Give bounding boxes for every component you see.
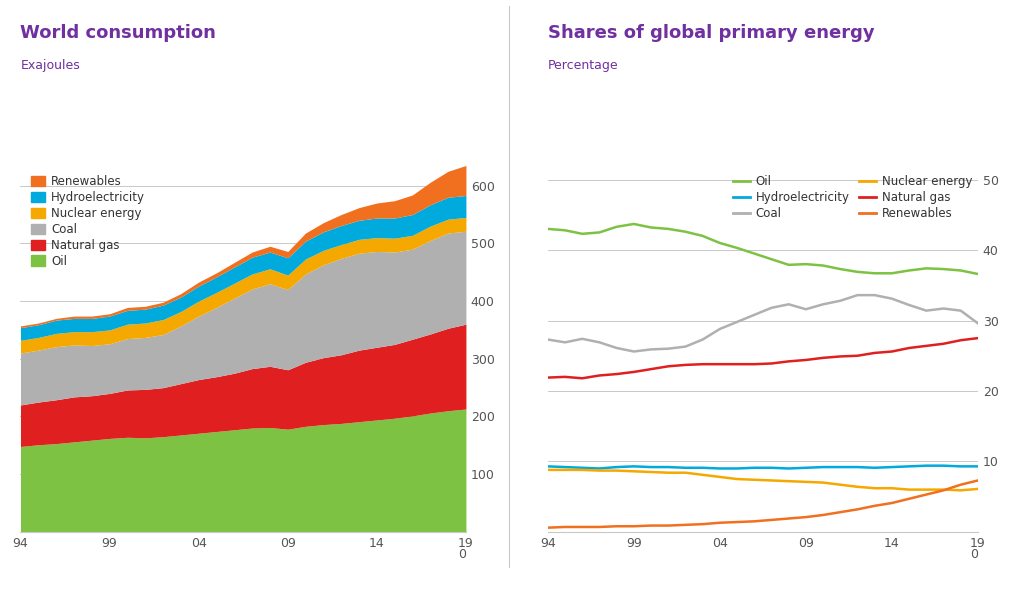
Text: 0: 0 xyxy=(970,548,978,561)
Legend: Renewables, Hydroelectricity, Nuclear energy, Coal, Natural gas, Oil: Renewables, Hydroelectricity, Nuclear en… xyxy=(31,175,145,268)
Legend: Oil, Hydroelectricity, Coal, Nuclear energy, Natural gas, Renewables: Oil, Hydroelectricity, Coal, Nuclear ene… xyxy=(733,175,972,220)
Text: Shares of global primary energy: Shares of global primary energy xyxy=(548,24,874,41)
Text: World consumption: World consumption xyxy=(20,24,216,41)
Text: 0: 0 xyxy=(458,548,466,561)
Text: Percentage: Percentage xyxy=(548,59,618,72)
Text: Exajoules: Exajoules xyxy=(20,59,80,72)
